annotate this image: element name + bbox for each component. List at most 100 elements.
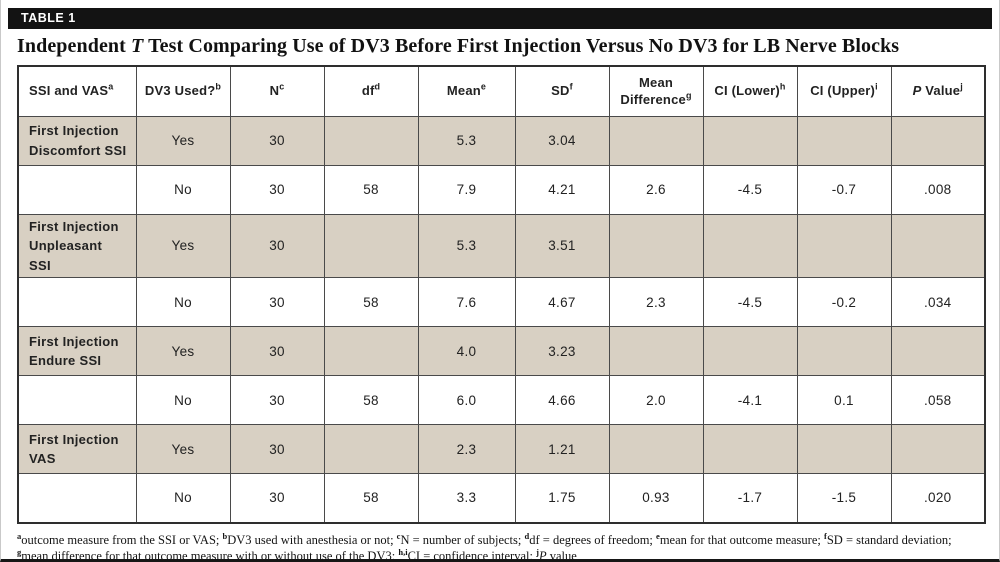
- cell-p-value: .034: [890, 277, 986, 327]
- title-italic-t: T: [131, 35, 144, 57]
- cell-ci-lower: -4.1: [702, 375, 798, 425]
- footnote-text: CI = confidence interval;: [407, 548, 537, 562]
- cell-mean: 7.6: [417, 277, 516, 327]
- cell-ci-lower: -4.5: [702, 277, 798, 327]
- cell-dv3: Yes: [135, 326, 231, 376]
- cell-ci-upper: [796, 424, 892, 474]
- col-header-dv3-used: DV3 Used?b: [135, 65, 231, 117]
- cell-ci-upper: [796, 213, 892, 278]
- cell-sd: 1.75: [514, 473, 610, 523]
- cell-dv3: Yes: [135, 115, 231, 166]
- footnote-sup: g: [17, 546, 22, 557]
- footnote-text: N = number of subjects;: [400, 532, 525, 547]
- cell-ci-lower: [702, 326, 798, 376]
- col-header-n: Nc: [229, 65, 325, 117]
- col-header-sd: SDf: [514, 65, 610, 117]
- cell-ci-lower: [702, 115, 798, 166]
- cell-ci-upper: 0.1: [796, 375, 892, 425]
- cell-sd: 4.67: [514, 277, 610, 327]
- cell-mean-diff: [608, 115, 704, 166]
- cell-p-value: .058: [890, 375, 986, 425]
- footnote-text: mean for that outcome measure;: [659, 532, 824, 547]
- cell-mean: 2.3: [417, 424, 516, 474]
- data-table: SSI and VASa DV3 Used?b Nc dfd Meane SDf…: [17, 65, 986, 524]
- header-row: SSI and VASa DV3 Used?b Nc dfd Meane SDf…: [17, 65, 986, 117]
- cell-df: 58: [323, 164, 419, 215]
- cell-p-value: [890, 326, 986, 376]
- cell-dv3: No: [135, 473, 231, 523]
- table-row: First Injection Discomfort SSI Yes 30 5.…: [17, 115, 986, 166]
- footnote-sup: e: [656, 530, 660, 541]
- cell-dv3: Yes: [135, 213, 231, 278]
- row-label-cell: [17, 277, 137, 327]
- table-row: No 30 58 3.3 1.75 0.93 -1.7 -1.5 .020: [17, 473, 986, 523]
- footnote-sup: a: [17, 530, 22, 541]
- cell-df: [323, 115, 419, 166]
- table-number: TABLE 1: [21, 11, 76, 25]
- cell-p-value: .020: [890, 473, 986, 523]
- col-header-mean-difference: Mean Differenceg: [608, 65, 704, 117]
- cell-mean-diff: 0.93: [608, 473, 704, 523]
- cell-sd: 3.04: [514, 115, 610, 166]
- col-header-p-value: P Valuej: [890, 65, 986, 117]
- col-header-df: dfd: [323, 65, 419, 117]
- footnote-sup: b: [222, 530, 228, 541]
- cell-p-value: [890, 213, 986, 278]
- row-label-cell: [17, 375, 137, 425]
- cell-p-value: [890, 424, 986, 474]
- col-header-ci-upper: CI (Upper)i: [796, 65, 892, 117]
- cell-dv3: Yes: [135, 424, 231, 474]
- cell-mean: 7.9: [417, 164, 516, 215]
- cell-df: [323, 213, 419, 278]
- footnote-sup: j: [536, 546, 539, 557]
- row-label-cell: First Injection Endure SSI: [17, 326, 137, 376]
- table-row: First Injection Unpleasant SSI Yes 30 5.…: [17, 213, 986, 278]
- cell-mean-diff: [608, 424, 704, 474]
- cell-mean: 6.0: [417, 375, 516, 425]
- cell-df: 58: [323, 375, 419, 425]
- cell-df: [323, 326, 419, 376]
- table-footnote: aoutcome measure from the SSI or VAS; bD…: [17, 530, 983, 562]
- cell-n: 30: [229, 326, 325, 376]
- footnote-sup: f: [824, 530, 827, 541]
- footnote-text: mean difference for that outcome measure…: [21, 548, 399, 562]
- cell-sd: 4.21: [514, 164, 610, 215]
- footnote-text: value: [546, 548, 577, 562]
- cell-sd: 3.51: [514, 213, 610, 278]
- footnote-text: SD = standard deviation;: [826, 532, 952, 547]
- cell-n: 30: [229, 473, 325, 523]
- col-header-ci-lower: CI (Lower)h: [702, 65, 798, 117]
- col-header-ssi-vas: SSI and VASa: [17, 65, 137, 117]
- cell-dv3: No: [135, 164, 231, 215]
- cell-mean-diff: [608, 326, 704, 376]
- col-header-mean: Meane: [417, 65, 516, 117]
- cell-p-value: .008: [890, 164, 986, 215]
- cell-mean: 5.3: [417, 213, 516, 278]
- cell-ci-upper: -0.2: [796, 277, 892, 327]
- cell-p-value: [890, 115, 986, 166]
- cell-mean: 4.0: [417, 326, 516, 376]
- cell-n: 30: [229, 115, 325, 166]
- footnote-text: outcome measure from the SSI or VAS;: [21, 532, 223, 547]
- footnote-sup: c: [396, 530, 401, 541]
- table-number-bar: TABLE 1: [8, 8, 992, 29]
- cell-mean: 5.3: [417, 115, 516, 166]
- cell-dv3: No: [135, 277, 231, 327]
- cell-ci-upper: [796, 115, 892, 166]
- footnote-italic-p: P: [538, 548, 547, 562]
- footnote-text: df = degrees of freedom;: [529, 532, 657, 547]
- cell-dv3: No: [135, 375, 231, 425]
- cell-mean-diff: 2.6: [608, 164, 704, 215]
- cell-sd: 3.23: [514, 326, 610, 376]
- cell-mean-diff: 2.0: [608, 375, 704, 425]
- cell-n: 30: [229, 213, 325, 278]
- cell-ci-lower: -4.5: [702, 164, 798, 215]
- table-row: No 30 58 7.9 4.21 2.6 -4.5 -0.7 .008: [17, 164, 986, 215]
- row-label-cell: [17, 164, 137, 215]
- cell-df: [323, 424, 419, 474]
- table-row: First Injection Endure SSI Yes 30 4.0 3.…: [17, 326, 986, 376]
- cell-mean-diff: 2.3: [608, 277, 704, 327]
- table-title: Independent T Test Comparing Use of DV3 …: [17, 35, 983, 58]
- row-label-cell: [17, 473, 137, 523]
